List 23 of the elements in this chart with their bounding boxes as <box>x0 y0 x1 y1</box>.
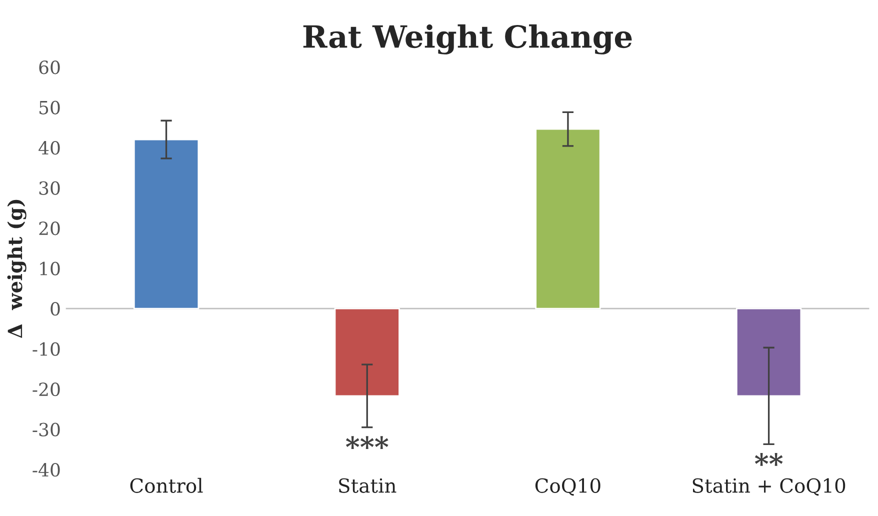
y-tick-label: -30 <box>32 422 60 436</box>
y-tick-label: 10 <box>40 262 60 276</box>
x-tick-label: Control <box>130 478 203 493</box>
y-tick-label: 20 <box>39 222 60 236</box>
bar <box>334 308 400 397</box>
y-axis-title: Δ weight (g) <box>7 200 26 338</box>
x-tick-label: Statin <box>339 478 396 493</box>
bar <box>133 138 200 310</box>
bar <box>736 308 802 397</box>
x-tick-label: Statin + CoQ10 <box>692 478 846 496</box>
chart-title: Rat Weight Change <box>303 24 632 54</box>
bar <box>535 128 601 310</box>
annotation: ** <box>754 453 783 466</box>
y-tick-label: 0 <box>50 302 60 316</box>
y-tick-label: 30 <box>39 181 60 195</box>
y-tick-label: 60 <box>39 60 60 74</box>
annotation: *** <box>346 436 388 450</box>
x-tick-label: CoQ10 <box>535 478 600 496</box>
y-tick-label: 40 <box>38 141 60 155</box>
y-tick-label: -20 <box>32 382 60 396</box>
y-tick-label: 50 <box>40 100 60 114</box>
y-tick-label: -40 <box>32 463 60 477</box>
y-tick-label: -10 <box>32 342 60 356</box>
